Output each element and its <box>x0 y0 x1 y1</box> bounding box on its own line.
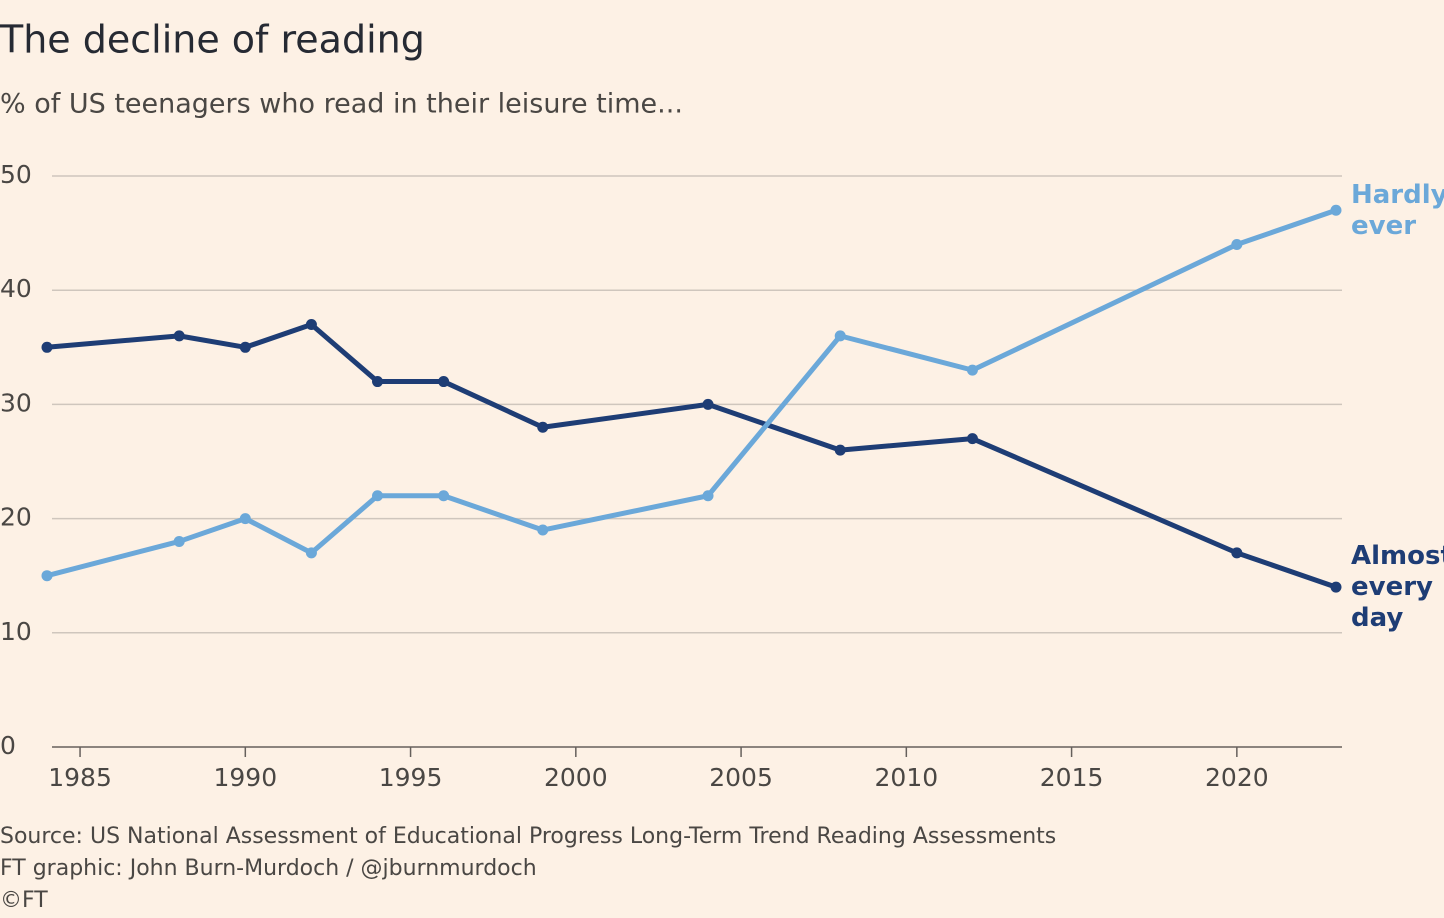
x-tick-label: 2015 <box>1040 763 1104 792</box>
y-tick-label: 50 <box>0 160 32 189</box>
copyright: ©FT <box>0 888 48 913</box>
data-point <box>702 490 714 502</box>
chart-title: The decline of reading <box>0 18 425 62</box>
series-label: Almost every day <box>1351 541 1444 633</box>
data-point <box>834 330 846 342</box>
x-tick-label: 2005 <box>709 763 773 792</box>
data-point <box>438 490 450 502</box>
data-point <box>702 398 714 410</box>
data-point <box>537 421 549 433</box>
data-point <box>834 444 846 456</box>
data-point <box>173 330 185 342</box>
data-point <box>966 364 978 376</box>
source: Source: US National Assessment of Educat… <box>0 824 1056 849</box>
data-point <box>1231 239 1243 251</box>
x-tick-label: 1990 <box>213 763 277 792</box>
chart-subtitle: % of US teenagers who read in their leis… <box>0 89 683 120</box>
data-point <box>966 433 978 445</box>
data-point <box>372 376 384 388</box>
data-point <box>305 318 317 330</box>
x-tick-label: 2010 <box>875 763 939 792</box>
series-label: Hardly ever <box>1351 179 1444 240</box>
y-tick-label: 20 <box>0 503 32 532</box>
y-tick-label: 40 <box>0 274 32 303</box>
y-tick-label: 10 <box>0 617 32 646</box>
y-tick-label: 0 <box>0 731 16 760</box>
x-tick-label: 2000 <box>544 763 608 792</box>
data-point <box>1231 547 1243 559</box>
data-point <box>305 547 317 559</box>
credit: FT graphic: John Burn-Murdoch / @jburnmu… <box>0 856 537 881</box>
series-line <box>46 207 1337 579</box>
x-tick-label: 2020 <box>1205 763 1269 792</box>
data-point <box>41 570 53 582</box>
y-tick-label: 30 <box>0 388 32 417</box>
data-point <box>173 535 185 547</box>
x-tick-label: 1995 <box>379 763 443 792</box>
data-point <box>438 376 450 388</box>
series-line <box>46 321 1337 590</box>
x-tick-label: 1985 <box>48 763 112 792</box>
data-point <box>41 341 53 353</box>
data-point <box>239 341 251 353</box>
data-point <box>372 490 384 502</box>
data-point <box>1330 581 1342 593</box>
data-point <box>537 524 549 536</box>
data-point <box>239 513 251 525</box>
data-point <box>1330 204 1342 216</box>
